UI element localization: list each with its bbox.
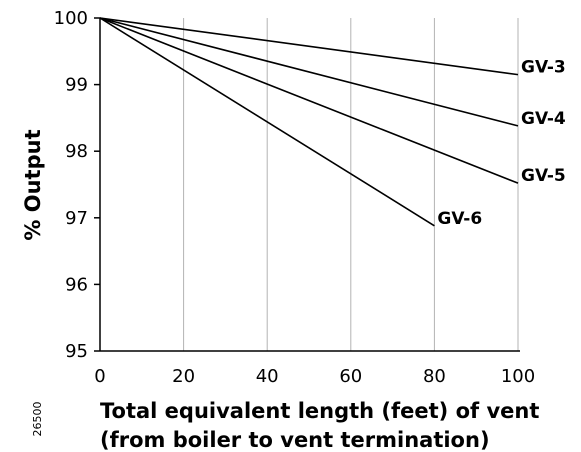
series-label-gv-4: GV-4 (521, 109, 566, 129)
y-tick-labels: 95 96 97 98 99 100 (54, 8, 88, 362)
y-tick-label: 99 (65, 75, 88, 96)
y-tick-label: 96 (65, 274, 88, 295)
series-line-gv-5 (99, 17, 519, 184)
x-tick-label: 80 (423, 366, 446, 387)
series-line-gv-6 (99, 17, 435, 227)
series-label-gv-5: GV-5 (521, 166, 566, 186)
x-tick-label: 0 (94, 366, 105, 387)
axes (94, 17, 520, 352)
y-axis-title: % Output (21, 129, 45, 240)
y-tick-label: 100 (54, 8, 88, 29)
figure-id: 26500 (31, 402, 44, 437)
x-tick-label: 20 (172, 366, 195, 387)
series-label-gv-6: GV-6 (437, 209, 482, 229)
x-tick-labels: 0 20 40 60 80 100 (94, 366, 535, 387)
series-label-gv-3: GV-3 (521, 58, 566, 78)
x-axis-title-line-2: (from boiler to vent termination) (100, 428, 490, 452)
gridlines (183, 18, 519, 351)
y-tick-label: 97 (65, 208, 88, 229)
y-tick-label: 95 (65, 341, 88, 362)
x-tick-label: 60 (339, 366, 362, 387)
x-tick-label: 100 (501, 366, 535, 387)
series-labels: GV-3 GV-4 GV-5 GV-6 (437, 58, 566, 229)
series-lines (99, 17, 519, 227)
x-axis-title-line-1: Total equivalent length (feet) of vent (100, 399, 539, 423)
y-tick-label: 98 (65, 141, 88, 162)
series-line-gv-4 (99, 17, 519, 127)
x-tick-label: 40 (256, 366, 279, 387)
series-line-gv-3 (99, 17, 519, 76)
